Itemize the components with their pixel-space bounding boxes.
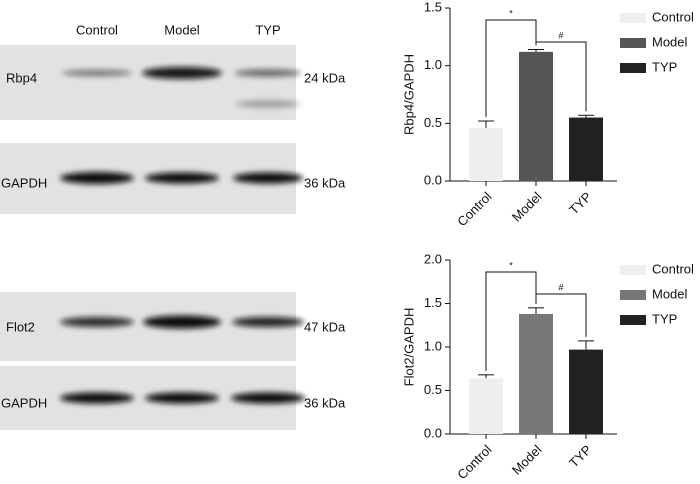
legend-label: TYP <box>652 59 677 74</box>
bar <box>569 117 603 181</box>
legend-swatch <box>620 13 646 23</box>
x-tick-label: Control <box>454 442 494 482</box>
y-axis-label: Flot2/GAPDH <box>401 308 416 387</box>
bar <box>519 313 553 434</box>
significance-mark: * <box>509 8 513 18</box>
significance-bracket <box>535 41 587 112</box>
blot-band <box>236 100 300 108</box>
y-tick-label: 1.0 <box>424 338 442 353</box>
y-tick-label: 0.5 <box>424 115 442 130</box>
y-tick-label: 1.0 <box>424 57 442 72</box>
x-tick-label: Model <box>509 442 545 478</box>
blot-panel <box>0 45 296 120</box>
legend-label: Control <box>652 9 694 24</box>
blot-band <box>232 317 304 327</box>
significance-bracket <box>485 19 537 118</box>
blot-band <box>235 69 301 77</box>
legend-swatch <box>620 38 646 48</box>
y-tick-label: 0.0 <box>424 425 442 440</box>
row-label: Flot2 <box>6 319 35 334</box>
y-tick-label: 1.5 <box>424 0 442 14</box>
legend-label: Model <box>652 286 688 301</box>
lane-label: Control <box>76 22 118 37</box>
significance-mark: # <box>558 30 563 40</box>
blot-band <box>60 392 134 404</box>
legend-swatch <box>620 63 646 73</box>
significance-bracket <box>485 271 537 371</box>
significance-mark: # <box>558 282 563 292</box>
lane-label: Model <box>164 22 200 37</box>
blot-panel <box>0 292 296 361</box>
legend-label: Control <box>652 261 694 276</box>
significance-bracket <box>535 293 587 337</box>
size-label: 36 kDa <box>304 175 346 190</box>
x-tick-label: Control <box>454 189 494 229</box>
blot-band <box>62 70 132 76</box>
legend-label: TYP <box>652 311 677 326</box>
blot-band <box>143 315 221 329</box>
row-label: GAPDH <box>1 395 47 410</box>
y-axis-label: Rbp4/GAPDH <box>401 54 416 135</box>
y-tick-label: 1.5 <box>424 295 442 310</box>
legend-swatch <box>620 265 646 275</box>
blot-band <box>233 172 303 184</box>
x-tick-label: TYP <box>566 189 594 217</box>
blot-band <box>60 317 134 327</box>
bar <box>569 349 603 434</box>
bar <box>469 127 503 181</box>
lane-label: TYP <box>255 22 280 37</box>
legend-swatch <box>620 315 646 325</box>
legend-swatch <box>620 290 646 300</box>
y-tick-label: 0.5 <box>424 382 442 397</box>
row-label: Rbp4 <box>6 70 37 85</box>
blot-band <box>60 172 134 184</box>
blot-band <box>145 172 219 184</box>
legend-label: Model <box>652 34 688 49</box>
size-label: 47 kDa <box>304 319 346 334</box>
significance-mark: * <box>509 260 513 270</box>
row-label: GAPDH <box>1 175 47 190</box>
x-tick-label: TYP <box>566 442 594 470</box>
blot-band <box>142 67 222 79</box>
y-tick-label: 0.0 <box>424 172 442 187</box>
size-label: 24 kDa <box>304 70 346 85</box>
y-tick-label: 2.0 <box>424 251 442 266</box>
blot-band <box>145 392 219 404</box>
bar <box>469 378 503 434</box>
x-tick-label: Model <box>509 189 545 225</box>
bar <box>519 51 553 182</box>
size-label: 36 kDa <box>304 395 346 410</box>
blot-band <box>231 392 305 404</box>
